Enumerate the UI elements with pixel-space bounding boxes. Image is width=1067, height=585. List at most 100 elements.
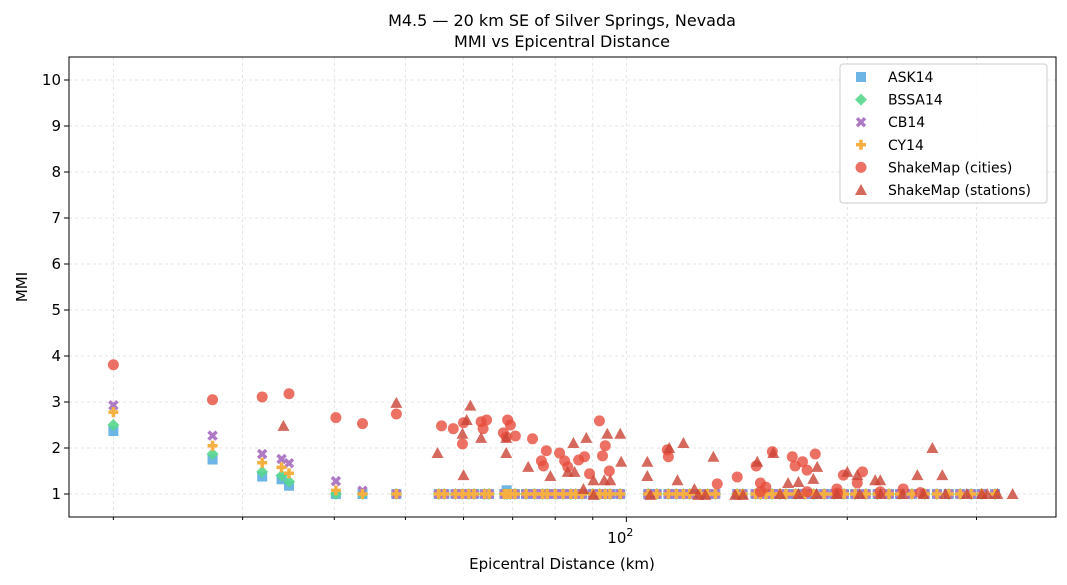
series-bssa14 [107, 419, 1002, 500]
data-point [522, 460, 535, 472]
data-point [911, 469, 924, 481]
data-point [284, 468, 295, 479]
data-point [391, 489, 402, 499]
data-point [500, 447, 513, 459]
data-point [926, 442, 939, 453]
data-points [107, 359, 1019, 500]
data-point [737, 488, 750, 500]
data-point [276, 453, 287, 465]
data-point [256, 465, 269, 478]
data-point [330, 412, 342, 424]
data-point [256, 448, 268, 460]
data-point [357, 418, 369, 430]
legend-label: CB14 [888, 115, 925, 131]
data-point [500, 431, 513, 443]
data-point [257, 457, 268, 468]
data-point [597, 450, 609, 462]
data-point [603, 465, 615, 477]
axes: 102 1 2 3 4 5 6 7 8 9 10 [42, 71, 977, 547]
data-point [917, 488, 930, 499]
legend-box [839, 63, 1048, 204]
data-point [207, 430, 218, 441]
data-point [936, 469, 949, 481]
y-tick-label: 3 [51, 393, 61, 411]
data-point [663, 442, 676, 453]
data-point [540, 445, 552, 457]
data-point [390, 396, 403, 408]
data-point [644, 488, 657, 500]
x-tick-label: 102 [607, 526, 633, 547]
data-point [108, 407, 119, 418]
data-point [955, 489, 966, 499]
data-point [797, 456, 809, 468]
data-point [774, 488, 787, 499]
data-point [754, 486, 766, 498]
y-axis-label: MMI [13, 272, 31, 302]
data-point [521, 489, 532, 499]
data-point [729, 488, 742, 500]
data-point [108, 399, 119, 411]
legend-marker-plus [856, 139, 866, 150]
data-point [484, 489, 495, 499]
data-point [509, 489, 520, 499]
y-tick-label: 4 [51, 347, 61, 365]
data-point [684, 489, 695, 499]
data-point [786, 451, 798, 463]
data-point [357, 489, 368, 499]
data-point [537, 460, 549, 472]
data-point [767, 447, 780, 459]
y-tick-label: 6 [51, 255, 61, 273]
data-point [677, 436, 690, 448]
legend-label: BSSA14 [888, 93, 943, 109]
legend-marker-x [855, 116, 867, 128]
data-point [851, 469, 864, 481]
series-shakemap-cities- [107, 359, 926, 499]
data-point [792, 476, 805, 488]
data-point [960, 488, 973, 499]
data-point [577, 482, 590, 494]
data-point [277, 419, 290, 431]
data-point [801, 464, 813, 476]
legend-marker-square [856, 72, 866, 82]
series-shakemap-stations- [277, 396, 1019, 500]
data-point [931, 489, 942, 499]
data-point [107, 359, 119, 371]
data-point [809, 448, 821, 460]
data-point [456, 427, 469, 439]
y-tick-label: 7 [51, 209, 61, 227]
data-point [579, 451, 591, 463]
y-tick-label: 5 [51, 301, 61, 319]
data-point [447, 423, 459, 435]
data-point [599, 440, 611, 452]
data-point [475, 431, 488, 443]
data-point [671, 474, 684, 486]
legend-marker-circle [855, 161, 867, 173]
chart-title: M4.5 — 20 km SE of Silver Springs, Nevad… [388, 11, 736, 30]
data-point [811, 460, 824, 472]
data-point [504, 419, 516, 431]
data-point [580, 431, 593, 443]
data-point [456, 438, 468, 450]
data-point [807, 472, 820, 484]
data-point [707, 450, 720, 462]
data-point [853, 488, 866, 499]
data-point [615, 489, 626, 499]
data-point [256, 391, 268, 403]
data-point [841, 465, 854, 477]
data-point [207, 440, 218, 451]
data-point [283, 388, 295, 400]
data-point [615, 455, 628, 467]
data-point [810, 488, 823, 499]
series-ask14 [108, 425, 1001, 499]
data-point [651, 489, 662, 499]
x-axis-label: Epicentral Distance (km) [469, 555, 655, 573]
data-point [587, 474, 600, 486]
chart-subtitle: MMI vs Epicentral Distance [454, 32, 670, 51]
data-point [330, 485, 341, 496]
data-point [897, 483, 909, 495]
data-point [801, 486, 813, 498]
data-point [896, 488, 909, 499]
y-tick-label: 9 [51, 117, 61, 135]
data-point [460, 413, 473, 425]
